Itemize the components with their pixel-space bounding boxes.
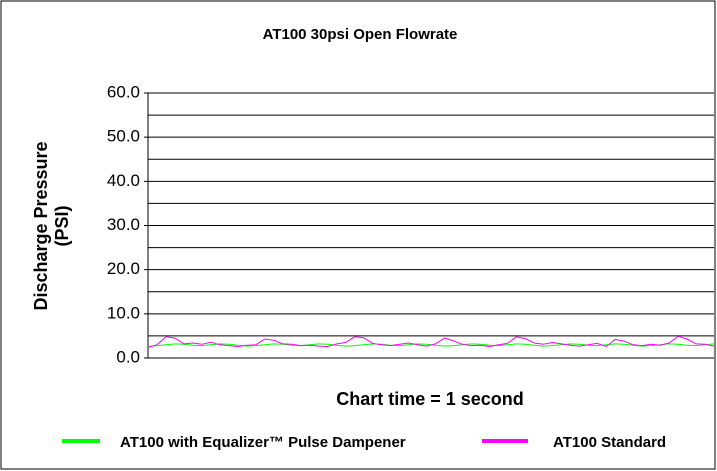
y-axis-title: Discharge Pressure: [31, 141, 51, 310]
y-tick-label: 20.0: [107, 259, 140, 278]
y-tick-label: 10.0: [107, 303, 140, 322]
chart-title: AT100 30psi Open Flowrate: [263, 26, 458, 43]
x-axis-title: Chart time = 1 second: [336, 389, 524, 409]
y-tick-label: 60.0: [107, 82, 140, 101]
y-tick-label: 0.0: [116, 347, 140, 366]
y-tick-label: 40.0: [107, 171, 140, 190]
legend-label: AT100 Standard: [553, 434, 666, 451]
y-tick-label: 30.0: [107, 215, 140, 234]
legend-label: AT100 with Equalizer™ Pulse Dampener: [120, 434, 406, 451]
y-tick-label: 50.0: [107, 127, 140, 146]
data-line: [147, 335, 715, 348]
y-axis-title: (PSI): [52, 205, 72, 246]
